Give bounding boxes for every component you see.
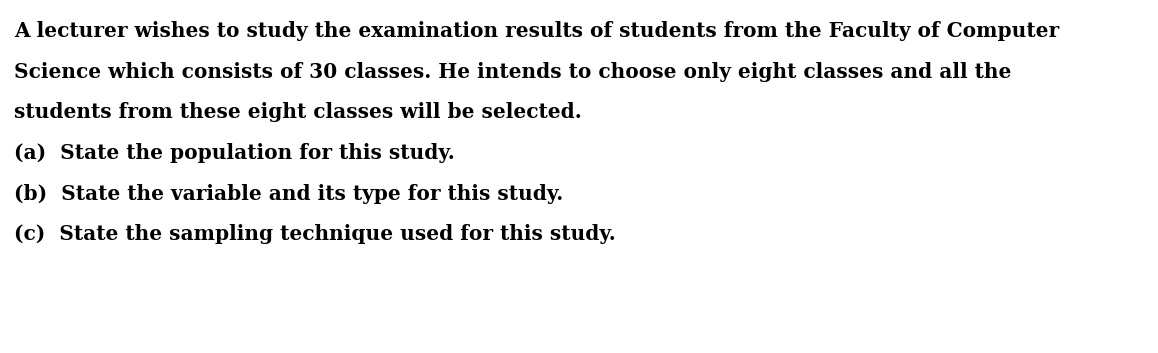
Text: A lecturer wishes to study the examination results of students from the Faculty : A lecturer wishes to study the examinati… (14, 21, 1060, 41)
Text: (a)  State the population for this study.: (a) State the population for this study. (14, 143, 455, 163)
Text: students from these eight classes will be selected.: students from these eight classes will b… (14, 102, 581, 122)
Text: (c)  State the sampling technique used for this study.: (c) State the sampling technique used fo… (14, 224, 616, 244)
Text: Science which consists of 30 classes. He intends to choose only eight classes an: Science which consists of 30 classes. He… (14, 62, 1011, 82)
Text: (b)  State the variable and its type for this study.: (b) State the variable and its type for … (14, 184, 563, 204)
